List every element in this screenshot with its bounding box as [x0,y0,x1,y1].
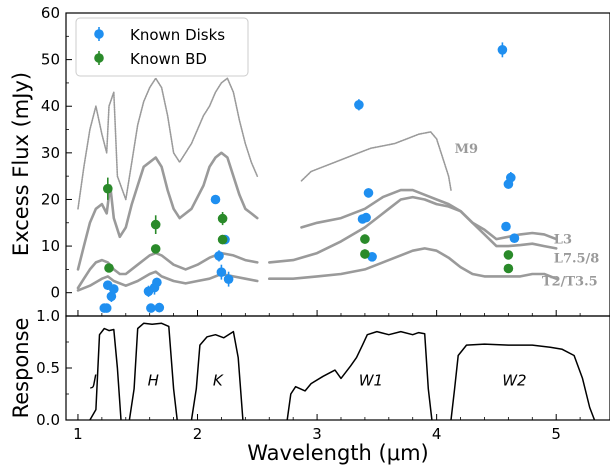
disk-point-4 [109,284,119,294]
disk-point-23 [506,172,516,183]
spectrum-label-l3: L3 [554,233,572,248]
legend-marker-bd [94,53,104,63]
xtick-label-4: 4 [432,425,442,443]
bd-point-7 [360,249,370,259]
disk-point-14 [223,274,234,285]
spectrum-m9-segment-1 [77,77,259,210]
disk-point-3 [106,291,117,302]
xtick-label-3: 3 [312,425,322,443]
bd-point-8 [503,250,514,260]
band-curve-j [89,327,122,421]
top-ytick-label-0: 0 [50,284,60,302]
bd-point-5 [217,234,228,245]
disk-point-18 [363,188,374,198]
top-y-ticks: 0 10 20 30 40 50 60 [41,4,72,302]
band-label-h: H [148,372,159,390]
top-ytick-label-30: 30 [41,144,60,162]
disk-point-21 [501,221,511,232]
top-ytick-label-10: 10 [41,237,60,255]
band-curve-k [190,330,244,421]
legend-label-disks: Known Disks [130,26,225,44]
spectrum-labels: M9 L3 L7.5/8 T2/T3.5 [455,142,600,290]
band-curve-w2 [450,343,596,421]
top-ytick-label-40: 40 [41,97,60,115]
spectrum-l3-segment-1 [76,151,259,271]
bottom-y-ticks: 0.0 0.5 1.0 [36,307,72,429]
band-label-j: J [89,372,96,390]
spectrum-label-m9: M9 [455,142,478,157]
bottom-ytick-label-0.5: 0.5 [36,359,60,377]
spectrum-label-l7-5-8: L7.5/8 [554,251,600,266]
xtick-label-1: 1 [73,425,83,443]
disk-point-10 [210,194,221,205]
bd-point-6 [360,234,370,244]
x-axis-label: Wavelength (μm) [247,441,428,465]
bd-point-0 [103,183,113,194]
disk-point-19 [367,251,377,262]
disk-point-8 [152,277,162,288]
bottom-plot-frame [65,315,610,421]
bd-point-4 [217,213,228,224]
top-y-axis-label: Excess Flux (mJy) [9,72,33,256]
legend: Known Disks Known BD [75,17,249,77]
disk-point-12 [216,267,227,278]
spectrum-m9-segment-2 [300,131,452,191]
bd-point-2 [150,219,161,230]
bottom-ytick-label-0.0: 0.0 [36,411,60,429]
bottom-x-ticks: 1 2 3 4 5 [73,414,581,443]
bd-point-3 [150,244,161,254]
disk-point-15 [354,100,364,110]
disk-point-20 [497,45,508,55]
top-ytick-label-50: 50 [41,51,60,69]
band-label-w2: W2 [502,372,526,390]
band-curve-w1 [286,330,433,421]
disk-point-17 [361,212,371,223]
disk-point-1 [101,303,112,313]
disk-point-11 [214,251,224,261]
legend-label-bd: Known BD [130,50,207,68]
bottom-y-axis-label: Response [9,318,33,419]
legend-marker-disks [94,29,104,39]
response-panel: J H K W1 W2 0.0 0.5 1.0 1 2 3 4 5 Response Wavelen… [9,307,610,465]
template-spectra [76,77,558,292]
band-label-w1: W1 [359,372,383,390]
legend-box [75,17,249,77]
bd-point-1 [104,263,114,273]
bottom-ytick-label-1.0: 1.0 [36,307,60,325]
top-ytick-label-20: 20 [41,190,60,208]
data-points [99,42,520,313]
excess-flux-panel: 0 10 20 30 40 50 60 Excess Flux (mJy) M9 L3 L7.5… [9,4,610,317]
disk-point-9 [154,302,165,313]
band-curve-h [128,322,178,421]
bd-point-9 [503,263,514,274]
filter-bands: J H K W1 W2 [89,322,596,421]
spectrum-l3-segment-2 [300,188,558,241]
top-ytick-label-60: 60 [41,4,60,22]
xtick-label-2: 2 [193,425,203,443]
disk-point-6 [146,303,156,313]
spectrum-label-t2-t3-5: T2/T3.5 [542,275,598,290]
xtick-label-5: 5 [551,425,561,443]
disk-point-24 [509,233,520,243]
spectrum-t2-t3-5-segment-2 [268,247,558,280]
spectrum-l7-5-8-segment-2 [268,195,558,264]
band-label-k: K [213,372,224,390]
